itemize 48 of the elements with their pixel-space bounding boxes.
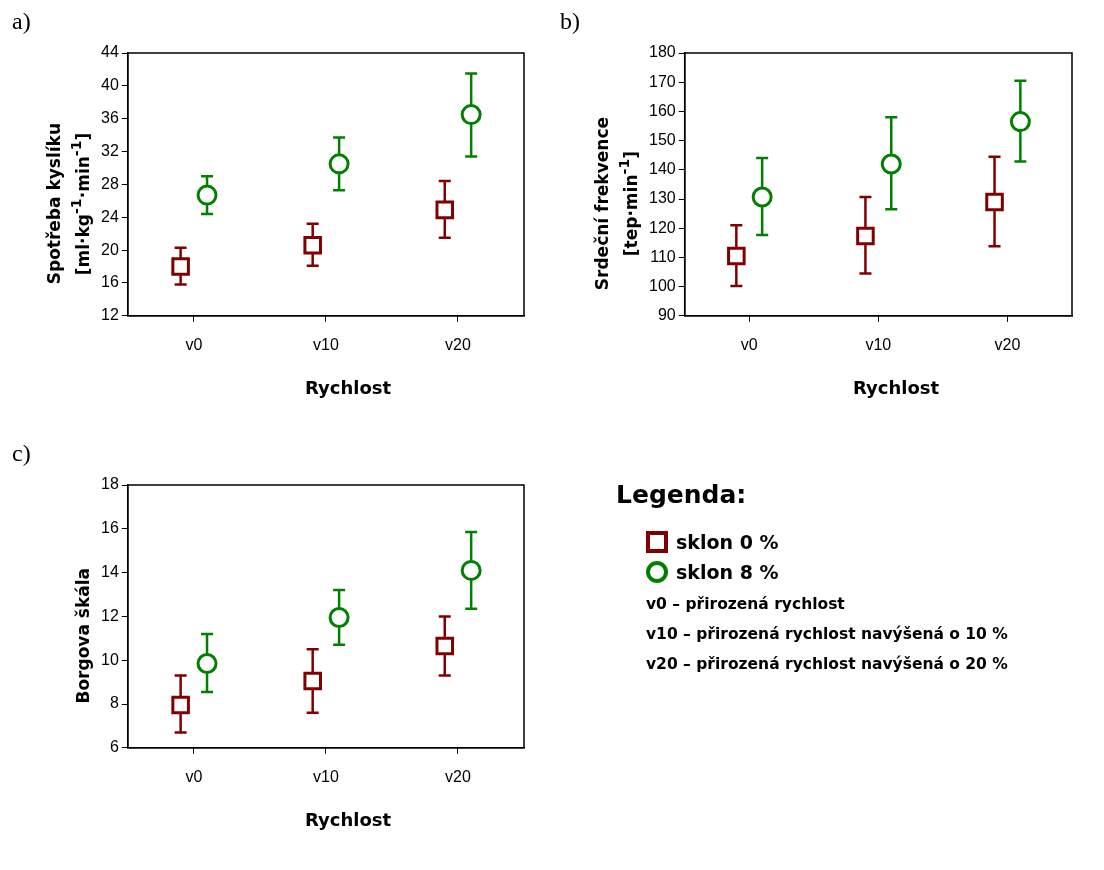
chart-title: b) — [560, 8, 581, 35]
y-tick-label: 36 — [101, 109, 119, 127]
legend-label: sklon 8 % — [676, 561, 779, 583]
chart-title: c) — [12, 440, 32, 467]
chart-title: a) — [12, 8, 32, 35]
y-tick-label: 100 — [648, 277, 676, 295]
text: v10 – přirozená rychlost navýšená o 10 % — [646, 625, 1008, 643]
y-tick-label: 120 — [648, 218, 676, 236]
x-tick-label: v20 — [994, 335, 1021, 353]
y-tick-label: 180 — [648, 43, 676, 61]
x-tick-label: v0 — [185, 767, 203, 785]
y-tick-label: 130 — [648, 189, 676, 207]
y-tick-label: 40 — [101, 76, 119, 94]
y-tick-label: 10 — [101, 650, 119, 668]
x-tick-label: v10 — [865, 335, 892, 353]
y-tick-label: 44 — [101, 43, 119, 61]
y-tick-label: 20 — [101, 240, 119, 258]
y-tick-label: 18 — [101, 475, 119, 493]
legend-label: sklon 0 % — [676, 531, 779, 553]
x-tick-label: v10 — [313, 335, 339, 353]
y-tick-label: 32 — [101, 141, 119, 159]
x-tick-label: v0 — [740, 335, 758, 353]
text: v0 – přirozená rychlost — [646, 595, 846, 613]
y-tick-label: 16 — [101, 273, 119, 291]
y-tick-label: 140 — [648, 160, 676, 178]
y-tick-label: 28 — [101, 174, 119, 192]
y-tick-label: 8 — [109, 694, 119, 712]
y-tick-label: 6 — [109, 738, 119, 756]
y-tick-label: 90 — [657, 306, 676, 324]
text: v20 – přirozená rychlost navýšená o 20 % — [646, 655, 1008, 673]
x-tick-label: v10 — [313, 767, 339, 785]
y-tick-label: 170 — [648, 72, 676, 90]
x-tick-label: v20 — [445, 335, 471, 353]
y-tick-label: 14 — [101, 563, 119, 581]
x-tick-label: v20 — [445, 767, 471, 785]
x-tick-label: v0 — [185, 335, 203, 353]
y-axis-title: Borgova škála — [72, 568, 94, 704]
y-tick-label: 12 — [101, 306, 119, 324]
legend-title: Legenda: — [616, 480, 748, 509]
y-tick-label: 150 — [648, 131, 676, 149]
y-tick-label: 110 — [650, 247, 676, 265]
x-axis-title: Rychlost — [303, 377, 393, 398]
x-axis-title: Rychlost — [303, 809, 393, 830]
y-tick-label: 16 — [101, 519, 119, 537]
x-axis-title: Rychlost — [851, 377, 941, 398]
y-tick-label: 24 — [101, 207, 119, 225]
y-tick-label: 160 — [648, 101, 676, 119]
y-tick-label: 12 — [101, 606, 119, 624]
